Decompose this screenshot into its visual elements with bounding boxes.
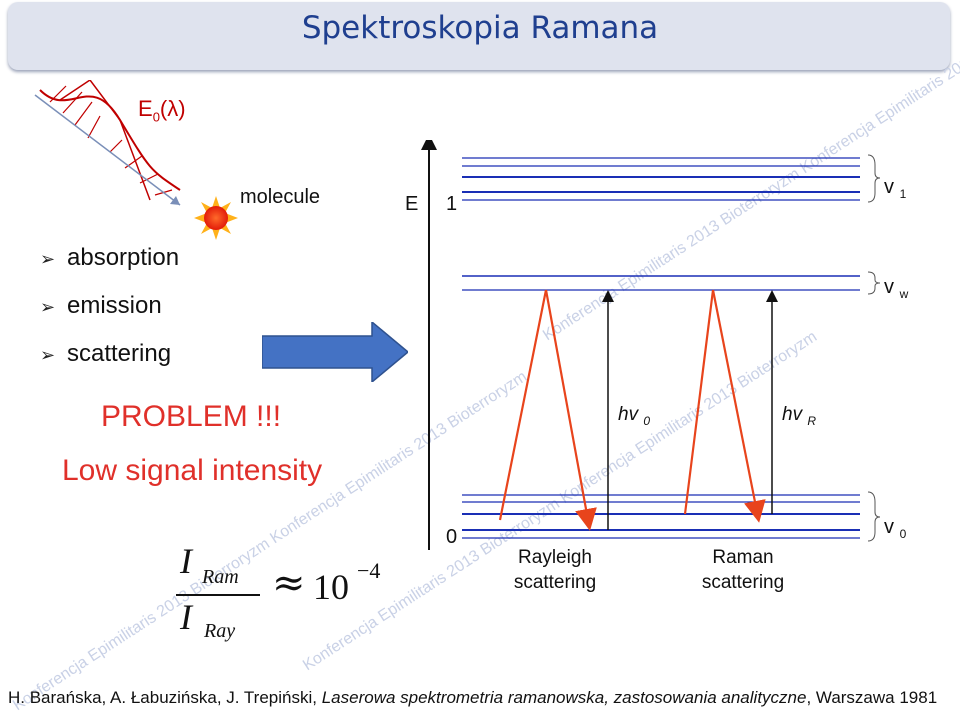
- rayleigh-down: [544, 289, 597, 531]
- formula-numerator-sub: Ram: [202, 566, 239, 588]
- energy-axis-label: E: [405, 193, 419, 215]
- list-item: ➢ scattering: [40, 340, 172, 367]
- raman-label: Raman scattering: [701, 547, 785, 593]
- fraction-bar: [176, 594, 260, 596]
- vw-label: v w: [884, 276, 909, 301]
- formula-base: 10: [313, 567, 349, 607]
- list-item: ➢ emission: [40, 292, 162, 319]
- arrow-bullet-icon: ➢: [40, 345, 56, 365]
- wave-illustration: [34, 80, 181, 206]
- wave-label: E0(λ): [138, 96, 186, 125]
- energy-level-diagram: [421, 140, 881, 550]
- ground-levels: [462, 494, 860, 539]
- virtual-levels: [462, 275, 860, 291]
- raman-down: [711, 289, 766, 523]
- hvR-label: hv R: [782, 404, 817, 428]
- brace-v0: [867, 491, 881, 542]
- bullet-list: ➢ absorption ➢ emission ➢ scattering: [40, 244, 179, 388]
- low-signal-text: Low signal intensity: [62, 454, 323, 487]
- list-item: ➢ absorption: [40, 244, 180, 271]
- problem-heading: PROBLEM !!!: [101, 400, 282, 433]
- rayleigh-up: [498, 289, 548, 521]
- page-title: Spektroskopia Ramana: [301, 10, 659, 46]
- arrow-bullet-icon: ➢: [40, 249, 56, 269]
- approx-symbol: ≈: [272, 560, 306, 606]
- big-right-arrow-icon: [262, 322, 408, 382]
- rayleigh-label: Rayleigh scattering: [513, 547, 597, 593]
- hv0-label: hv 0: [618, 404, 651, 428]
- formula-numerator: I: [180, 541, 192, 581]
- level-0-label: 0: [446, 526, 458, 548]
- level-1-label: 1: [446, 193, 458, 215]
- formula-denominator-sub: Ray: [204, 620, 236, 642]
- brace-vw: [867, 271, 881, 295]
- formula-denominator: I: [180, 597, 192, 637]
- citation: H. Barańska, A. Łabuzińska, J. Trepiński…: [8, 688, 938, 707]
- molecule-icon: [194, 196, 238, 240]
- brace-v1: [867, 154, 881, 203]
- molecule-label: molecule: [240, 186, 321, 208]
- title-bar: [8, 2, 950, 70]
- formula-exponent: −4: [357, 558, 381, 583]
- v0-label: v 0: [884, 516, 907, 541]
- v1-label: v 1: [884, 176, 907, 201]
- arrow-bullet-icon: ➢: [40, 297, 56, 317]
- upper-levels: [462, 157, 860, 201]
- raman-up: [683, 289, 715, 515]
